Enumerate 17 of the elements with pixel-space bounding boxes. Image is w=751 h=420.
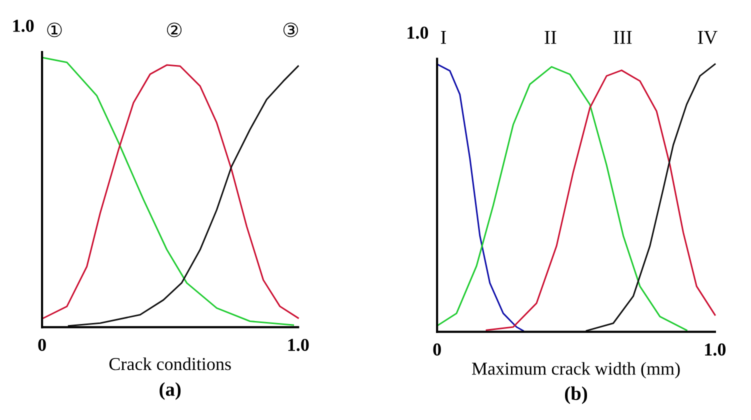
series-label: I: [440, 31, 446, 44]
series-label: ③: [283, 22, 298, 38]
x-tick-label: 1.0: [288, 338, 309, 352]
text: (b): [564, 386, 588, 404]
x-tick-label: 0: [433, 343, 441, 356]
text: (a): [160, 382, 181, 400]
x-axis-title: Crack conditions: [109, 357, 231, 370]
series-label: IV: [698, 31, 718, 44]
x-tick-label: 1.0: [705, 343, 726, 356]
series-label: III: [614, 31, 632, 44]
series-label: ①: [47, 22, 62, 38]
series-label: II: [544, 31, 556, 44]
x-axis-title: Maximum crack width (mm): [472, 362, 680, 378]
text: 1.0: [408, 26, 428, 39]
text: 1.0: [13, 20, 34, 32]
series-label: ②: [166, 22, 182, 38]
x-tick-label: 0: [38, 338, 46, 351]
